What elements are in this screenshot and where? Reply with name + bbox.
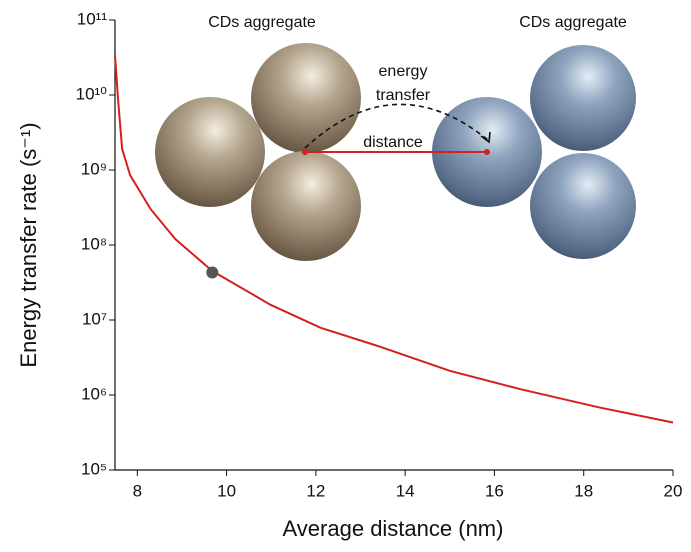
annotation: energy <box>379 63 428 80</box>
x-tick-label: 10 <box>217 481 236 500</box>
distance-end <box>302 149 308 155</box>
y-axis-label: Energy transfer rate (s⁻¹) <box>16 122 41 367</box>
y-tick-label: 10⁵ <box>81 459 107 478</box>
y-tick-label: 10⁸ <box>81 234 107 253</box>
x-tick-label: 16 <box>485 481 504 500</box>
sphere <box>530 45 636 151</box>
x-tick-label: 12 <box>306 481 325 500</box>
illustration: CDs aggregate CDs aggregate energy trans… <box>155 14 636 261</box>
y-tick-label: 10¹⁰ <box>76 84 108 103</box>
data-line <box>114 55 674 424</box>
marker-point <box>206 266 219 279</box>
y-tick-label: 10⁶ <box>81 384 107 403</box>
y-tick-label: 10¹¹ <box>77 9 108 28</box>
annotation: transfer <box>376 87 431 104</box>
y-tick-label: 10⁹ <box>81 159 107 178</box>
x-tick-label: 18 <box>574 481 593 500</box>
sphere <box>530 153 636 259</box>
annotation: CDs aggregate <box>208 14 316 31</box>
transfer-arrow <box>304 103 489 149</box>
arrow-head <box>480 131 491 144</box>
x-tick-label: 20 <box>664 481 683 500</box>
distance-end <box>484 149 490 155</box>
sphere <box>251 43 361 153</box>
x-tick-label: 8 <box>133 481 142 500</box>
annotation: CDs aggregate <box>519 14 627 31</box>
x-axis-label: Average distance (nm) <box>283 516 504 541</box>
y-tick-label: 10⁷ <box>82 309 107 328</box>
sphere <box>155 97 265 207</box>
x-tick-label: 14 <box>396 481 415 500</box>
sphere <box>251 151 361 261</box>
annotation: distance <box>363 134 423 151</box>
